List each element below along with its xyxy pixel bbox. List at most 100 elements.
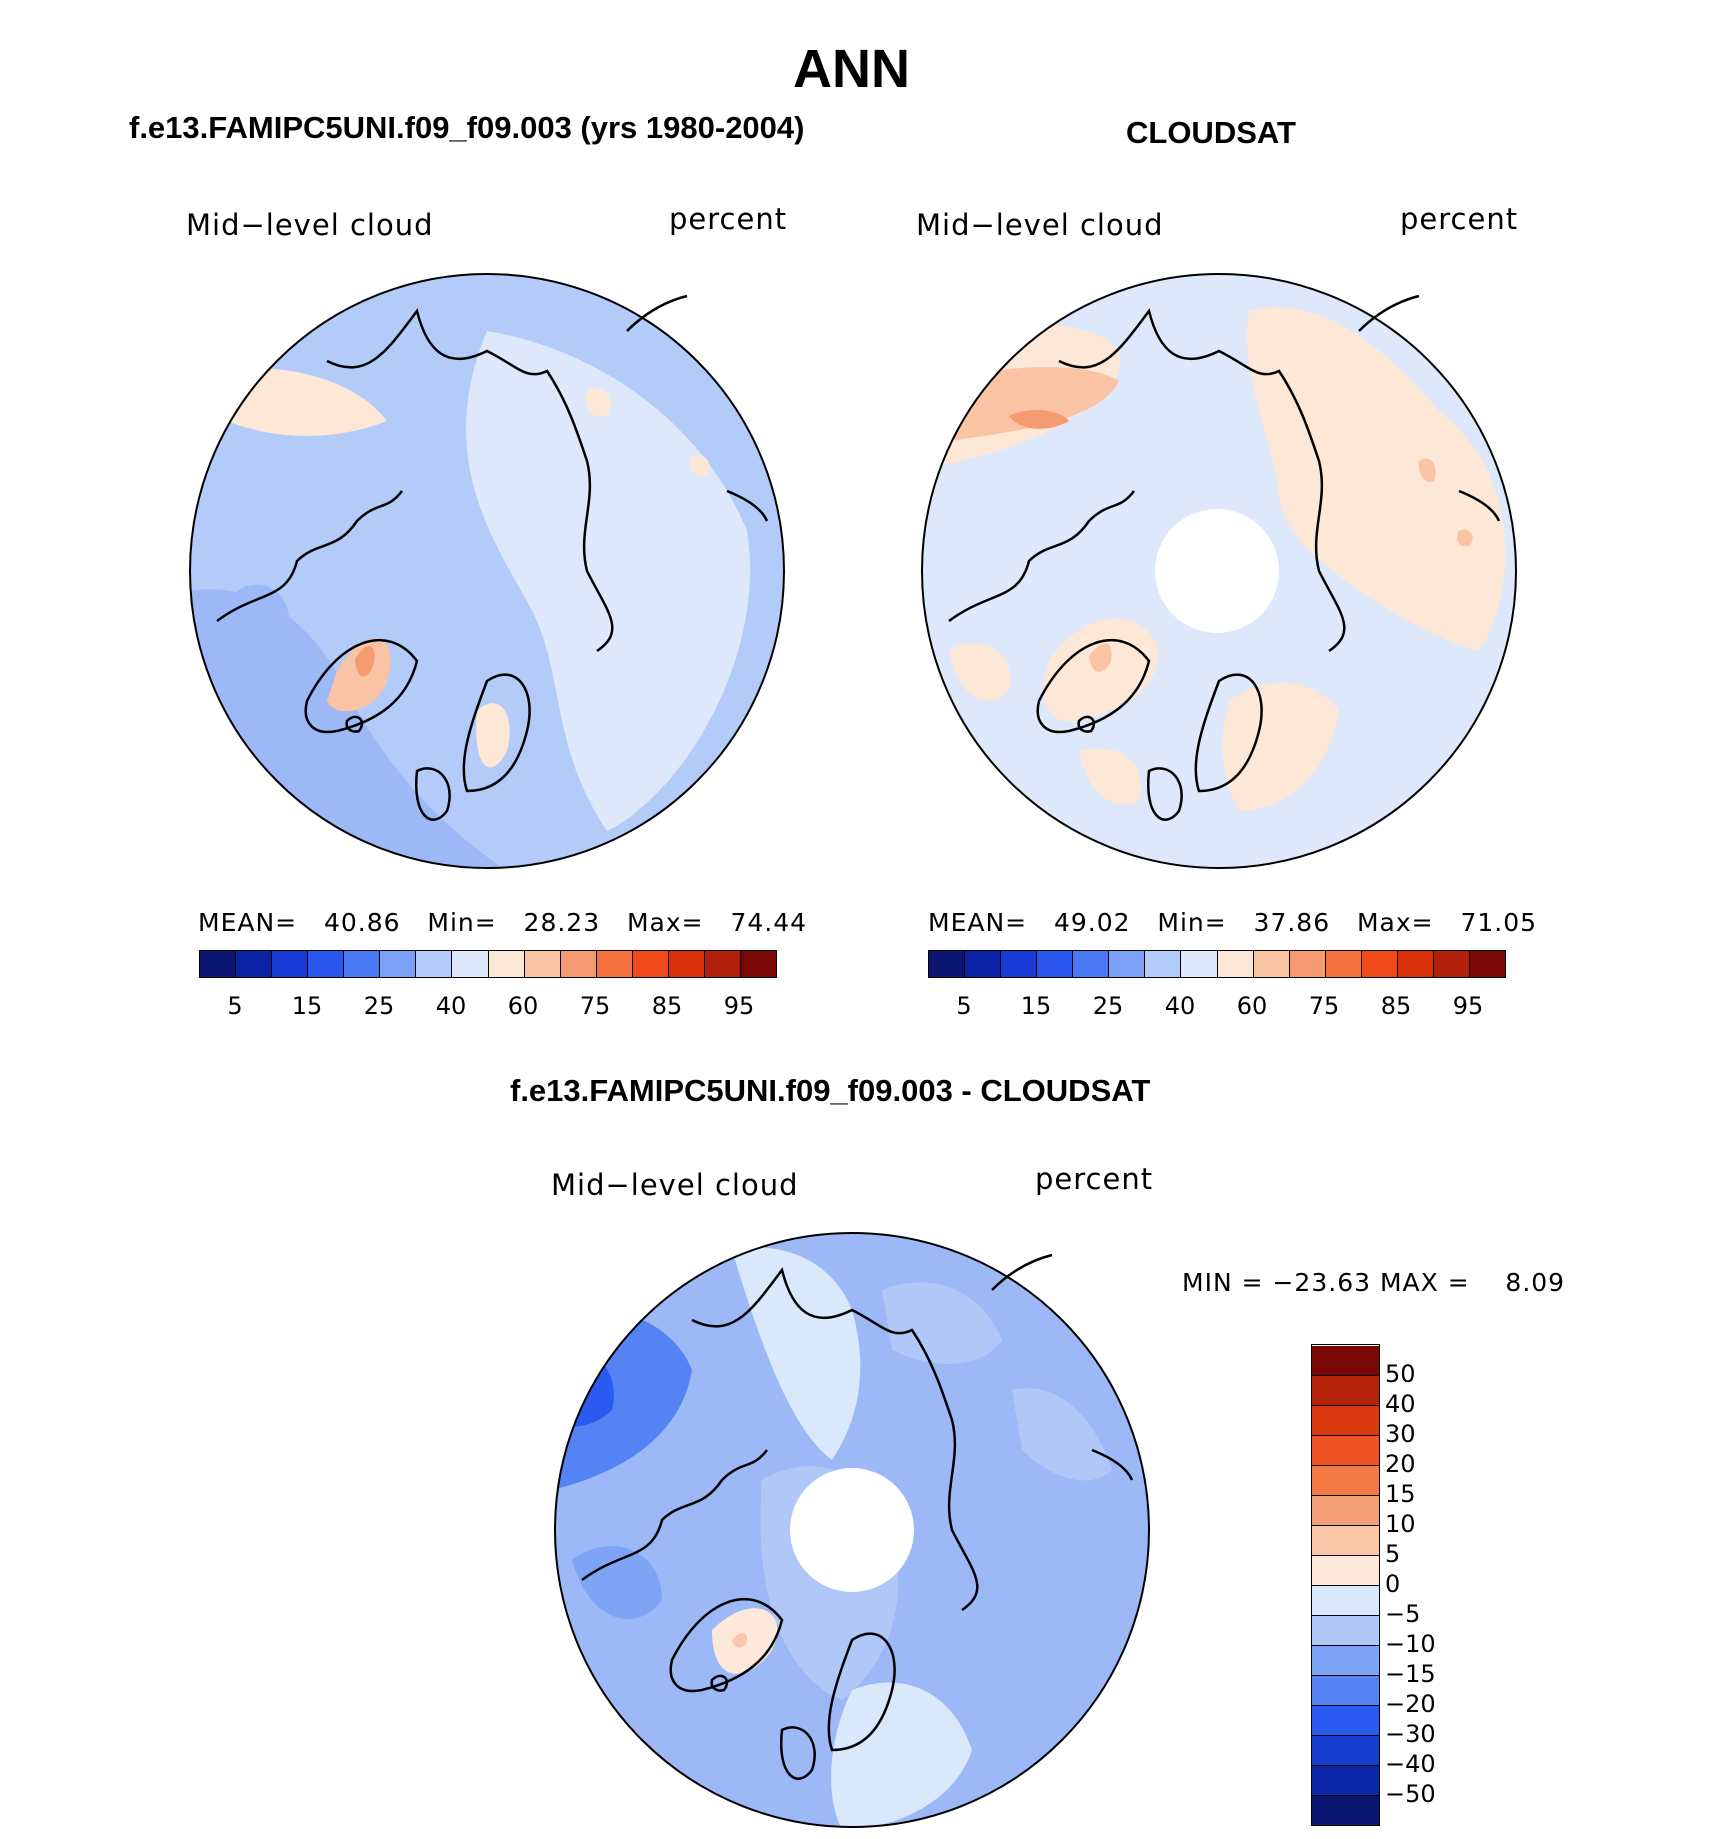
colorbar-swatch — [1312, 1675, 1379, 1705]
colorbar-swatch — [1312, 1495, 1379, 1525]
obs-stats: MEAN= 49.02 Min= 37.86 Max= 71.05 — [928, 908, 1537, 937]
colorbar-tick-label: 5 — [1385, 1540, 1401, 1568]
colorbar-tick-label: 60 — [507, 992, 539, 1020]
model-colorbar — [199, 950, 777, 978]
colorbar-tick-label: −10 — [1385, 1630, 1436, 1658]
map-fill-region — [1009, 409, 1069, 429]
obs-min-label: Min= — [1157, 908, 1227, 937]
model-units-label: percent — [669, 202, 788, 236]
colorbar-swatch — [1312, 1405, 1379, 1435]
colorbar-tick-label: −15 — [1385, 1660, 1436, 1688]
colorbar-tick-label: −50 — [1385, 1780, 1436, 1808]
model-panel-heading: f.e13.FAMIPC5UNI.f09_f09.003 (yrs 1980-2… — [129, 110, 805, 145]
obs-mean-label: MEAN= — [928, 908, 1028, 937]
map-fill-region — [732, 1247, 861, 1460]
colorbar-tick-label: −5 — [1385, 1600, 1421, 1628]
diff-colorbar — [1311, 1344, 1380, 1826]
obs-colorbar — [928, 950, 1506, 978]
colorbar-swatch — [740, 951, 776, 977]
colorbar-tick-label: 85 — [651, 992, 683, 1020]
colorbar-tick-label: 15 — [1385, 1480, 1416, 1508]
map-fill-region — [1457, 529, 1473, 547]
colorbar-swatch — [1145, 951, 1182, 977]
obs-units-label: percent — [1400, 202, 1519, 236]
obs-colorbar-ticks: 5 15 25 40 60 75 85 95 — [928, 992, 1504, 1022]
colorbar-tick-label: 40 — [435, 992, 467, 1020]
model-min-label: Min= — [427, 908, 497, 937]
colorbar-swatch — [1325, 951, 1362, 977]
colorbar-swatch — [272, 951, 309, 977]
colorbar-tick-label: 50 — [1385, 1360, 1416, 1388]
colorbar-swatch — [1397, 951, 1434, 977]
map-fill-region — [355, 646, 375, 677]
colorbar-tick-label: 95 — [723, 992, 755, 1020]
map-border — [189, 273, 785, 869]
colorbar-swatch — [1312, 1465, 1379, 1495]
map-fill-region — [690, 455, 710, 477]
colorbar-swatch — [704, 951, 741, 977]
colorbar-swatch — [1312, 1346, 1379, 1375]
map-fill-region — [1222, 682, 1339, 811]
page-title: ANN — [793, 39, 910, 99]
colorbar-swatch — [1181, 951, 1218, 977]
colorbar-swatch — [1289, 951, 1326, 977]
colorbar-tick-label: 15 — [1020, 992, 1052, 1020]
colorbar-swatch — [1217, 951, 1254, 977]
colorbar-swatch — [236, 951, 273, 977]
colorbar-swatch — [380, 951, 417, 977]
map-fill-region — [949, 643, 1011, 701]
colorbar-swatch — [1312, 1615, 1379, 1645]
colorbar-tick-label: 10 — [1385, 1510, 1416, 1538]
map-fill-region — [466, 331, 751, 831]
colorbar-swatch — [344, 951, 381, 977]
colorbar-swatch — [965, 951, 1002, 977]
colorbar-tick-label: 20 — [1385, 1450, 1416, 1478]
map-fill-region — [327, 638, 391, 712]
map-fill-region — [1012, 1388, 1112, 1481]
map-fill-region — [1079, 748, 1141, 805]
model-mean-value: 40.86 — [323, 908, 401, 937]
colorbar-swatch — [452, 951, 489, 977]
map-border — [921, 273, 1517, 869]
map-fill-region — [1418, 458, 1436, 482]
map-fill-region — [237, 584, 289, 639]
map-fill-region — [476, 703, 510, 768]
colorbar-swatch — [1312, 1375, 1379, 1405]
map-fill-region — [732, 1632, 748, 1648]
obs-min-value: 37.86 — [1253, 908, 1331, 937]
colorbar-tick-label: 85 — [1380, 992, 1412, 1020]
colorbar-tick-label: 5 — [956, 992, 972, 1020]
colorbar-swatch — [308, 951, 345, 977]
coastline — [948, 294, 1501, 821]
colorbar-swatch — [1312, 1525, 1379, 1555]
obs-polar-map — [921, 273, 1517, 869]
colorbar-tick-label: 75 — [1308, 992, 1340, 1020]
coastline — [216, 294, 769, 821]
colorbar-tick-label: 60 — [1236, 992, 1268, 1020]
model-max-value: 74.44 — [730, 908, 808, 937]
no-data-region — [1155, 509, 1279, 633]
map-border — [554, 1232, 1150, 1828]
colorbar-tick-label: 75 — [579, 992, 611, 1020]
colorbar-tick-label: −40 — [1385, 1750, 1436, 1778]
colorbar-swatch — [1001, 951, 1038, 977]
colorbar-swatch — [1312, 1435, 1379, 1465]
diff-colorbar-ticks: −50 −40 −30 −20 −15 −10 −5 0 5 10 15 20 30 40 50 — [1385, 1344, 1465, 1824]
diff-minmax: MIN = −23.63 MAX = 8.09 — [1182, 1268, 1566, 1297]
colorbar-swatch — [1312, 1735, 1379, 1765]
diff-polar-map — [554, 1232, 1150, 1828]
colorbar-tick-label: 15 — [291, 992, 323, 1020]
colorbar-swatch — [560, 951, 597, 977]
colorbar-swatch — [1312, 1795, 1379, 1825]
diff-variable-label: Mid−level cloud — [551, 1168, 799, 1202]
colorbar-tick-label: 40 — [1385, 1390, 1416, 1418]
colorbar-tick-label: 0 — [1385, 1570, 1401, 1598]
colorbar-tick-label: 5 — [227, 992, 243, 1020]
map-fill-region — [555, 1348, 614, 1427]
model-variable-label: Mid−level cloud — [186, 208, 434, 242]
colorbar-swatch — [668, 951, 705, 977]
colorbar-tick-label: 25 — [363, 992, 395, 1020]
colorbar-tick-label: 25 — [1092, 992, 1124, 1020]
obs-max-label: Max= — [1356, 908, 1434, 937]
map-fill-region — [831, 1682, 972, 1827]
